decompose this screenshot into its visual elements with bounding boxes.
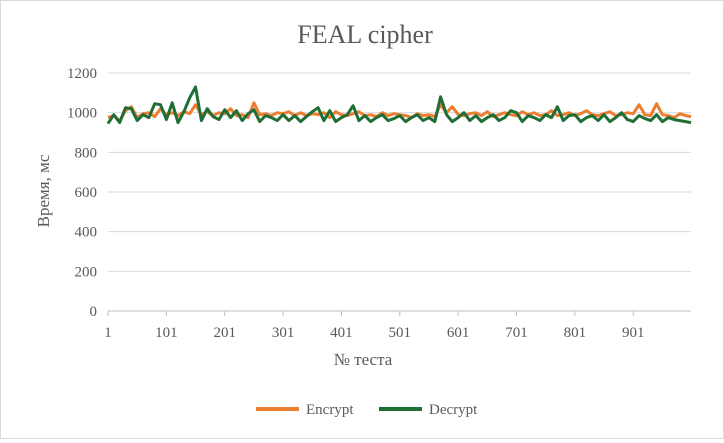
y-tick-label: 1000 (67, 106, 97, 122)
y-tick-label: 800 (75, 145, 98, 161)
y-axis-ticks: 0 200 400 600 800 1000 1200 (67, 66, 97, 320)
y-tick-label: 1200 (67, 66, 97, 82)
x-tick-label: 801 (564, 325, 587, 341)
legend: Encrypt Decrypt (256, 402, 478, 418)
y-tick-label: 400 (75, 225, 98, 241)
y-tick-label: 0 (90, 304, 98, 320)
y-tick-label: 600 (75, 185, 98, 201)
legend-label-decrypt: Decrypt (429, 402, 478, 418)
legend-label-encrypt: Encrypt (306, 402, 354, 418)
x-tick-label: 101 (155, 325, 178, 341)
series-lines (106, 85, 692, 125)
x-tick-label: 701 (505, 325, 528, 341)
x-tick-label: 201 (213, 325, 236, 341)
x-tick-label: 901 (622, 325, 645, 341)
y-axis-title: Время, мс (34, 154, 53, 227)
x-tick-label: 601 (447, 325, 470, 341)
x-tick-label: 301 (272, 325, 295, 341)
series-line-decrypt (106, 85, 692, 125)
x-axis-ticks: 1 101 201 301 401 501 601 701 801 901 (104, 311, 644, 341)
chart-title: FEAL cipher (297, 20, 433, 49)
x-tick-label: 501 (389, 325, 412, 341)
x-tick-label: 401 (330, 325, 353, 341)
y-tick-label: 200 (75, 264, 98, 280)
series-line-encrypt (107, 101, 692, 123)
x-tick-label: 1 (104, 325, 112, 341)
gridlines (108, 72, 691, 312)
x-axis-title: № теста (334, 350, 393, 369)
